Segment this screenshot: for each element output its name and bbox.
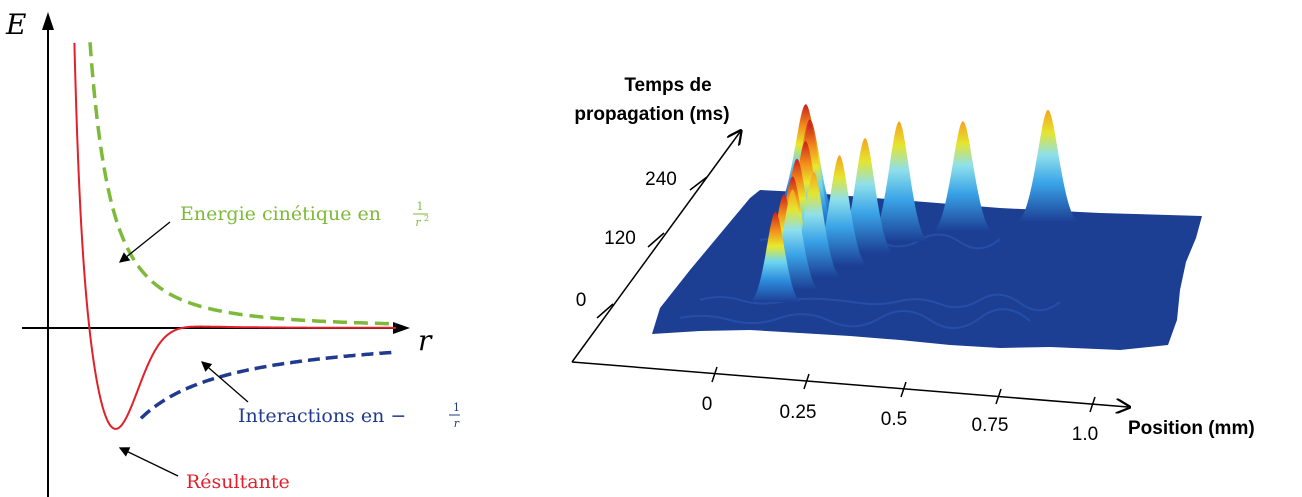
interaction-annotation-text: Interactions en − bbox=[238, 405, 406, 427]
surface-peaks bbox=[748, 104, 1080, 302]
kinetic-energy-curve bbox=[88, 42, 396, 326]
x-tick-label-075: 0.75 bbox=[972, 415, 1009, 436]
z-axis-title-line2: propagation (ms) bbox=[574, 104, 729, 125]
energy-chart-svg: E r Energie cinétique en 1 r 2 Interacti… bbox=[5, 8, 460, 497]
interaction-fraction-denominator: r bbox=[454, 417, 460, 430]
x-tick-0 bbox=[711, 366, 718, 383]
surface-plate bbox=[652, 190, 1202, 350]
z-tick-0 bbox=[596, 303, 614, 319]
resultant-energy-curve bbox=[73, 42, 396, 430]
z-tick-label-120: 120 bbox=[604, 228, 636, 249]
z-axis-title-line1: Temps de bbox=[624, 75, 711, 96]
z-tick-label-0: 0 bbox=[576, 290, 587, 311]
z-tick-label-240: 240 bbox=[645, 169, 677, 190]
surface-peak-t0-p0 bbox=[748, 211, 803, 302]
surface-peak-t200-p1 bbox=[868, 121, 930, 242]
x-tick-05 bbox=[900, 381, 907, 398]
surface-chart-svg: 0 120 240 0 0.25 0.5 0.75 1.0 Temps de p… bbox=[571, 75, 1255, 445]
interaction-annotation-arrow bbox=[201, 361, 249, 403]
kinetic-fraction-numerator: 1 bbox=[417, 200, 424, 213]
x-axis-label: r bbox=[418, 324, 433, 357]
x-axis-line-3d bbox=[571, 361, 1128, 407]
resultant-annotation-arrow bbox=[118, 447, 179, 477]
resultant-annotation-text: Résultante bbox=[186, 471, 290, 493]
energy-chart: E r Energie cinétique en 1 r 2 Interacti… bbox=[0, 0, 460, 497]
x-axis-arrow bbox=[393, 322, 410, 334]
x-tick-075 bbox=[995, 388, 1002, 405]
surface-peak-t240-p1 bbox=[931, 121, 995, 232]
interaction-fraction-numerator: 1 bbox=[453, 401, 460, 414]
x-tick-025 bbox=[803, 373, 810, 390]
interaction-energy-curve bbox=[139, 350, 397, 420]
kinetic-annotation-arrow bbox=[118, 221, 171, 263]
surface-chart: 0 120 240 0 0.25 0.5 0.75 1.0 Temps de p… bbox=[540, 0, 1302, 497]
surface-peak-t280-p1 bbox=[1016, 110, 1080, 222]
z-tick-120 bbox=[647, 232, 665, 248]
z-tick-240 bbox=[689, 176, 708, 191]
kinetic-fraction-denominator: r bbox=[415, 216, 421, 229]
x-axis-title: Position (mm) bbox=[1128, 418, 1255, 439]
y-axis-label: E bbox=[5, 8, 26, 41]
interaction-annotation: Interactions en − 1 r bbox=[238, 401, 460, 430]
x-tick-label-05: 0.5 bbox=[881, 409, 907, 430]
kinetic-annotation: Energie cinétique en 1 r 2 bbox=[180, 200, 429, 229]
x-tick-label-10: 1.0 bbox=[1072, 424, 1098, 445]
kinetic-fraction-exponent: 2 bbox=[424, 214, 429, 223]
x-tick-label-0: 0 bbox=[702, 394, 713, 415]
kinetic-annotation-text: Energie cinétique en bbox=[180, 203, 381, 225]
x-tick-label-025: 0.25 bbox=[780, 402, 817, 423]
x-tick-10 bbox=[1089, 396, 1096, 413]
y-axis-arrow bbox=[42, 12, 54, 30]
z-axis-line bbox=[571, 132, 740, 363]
